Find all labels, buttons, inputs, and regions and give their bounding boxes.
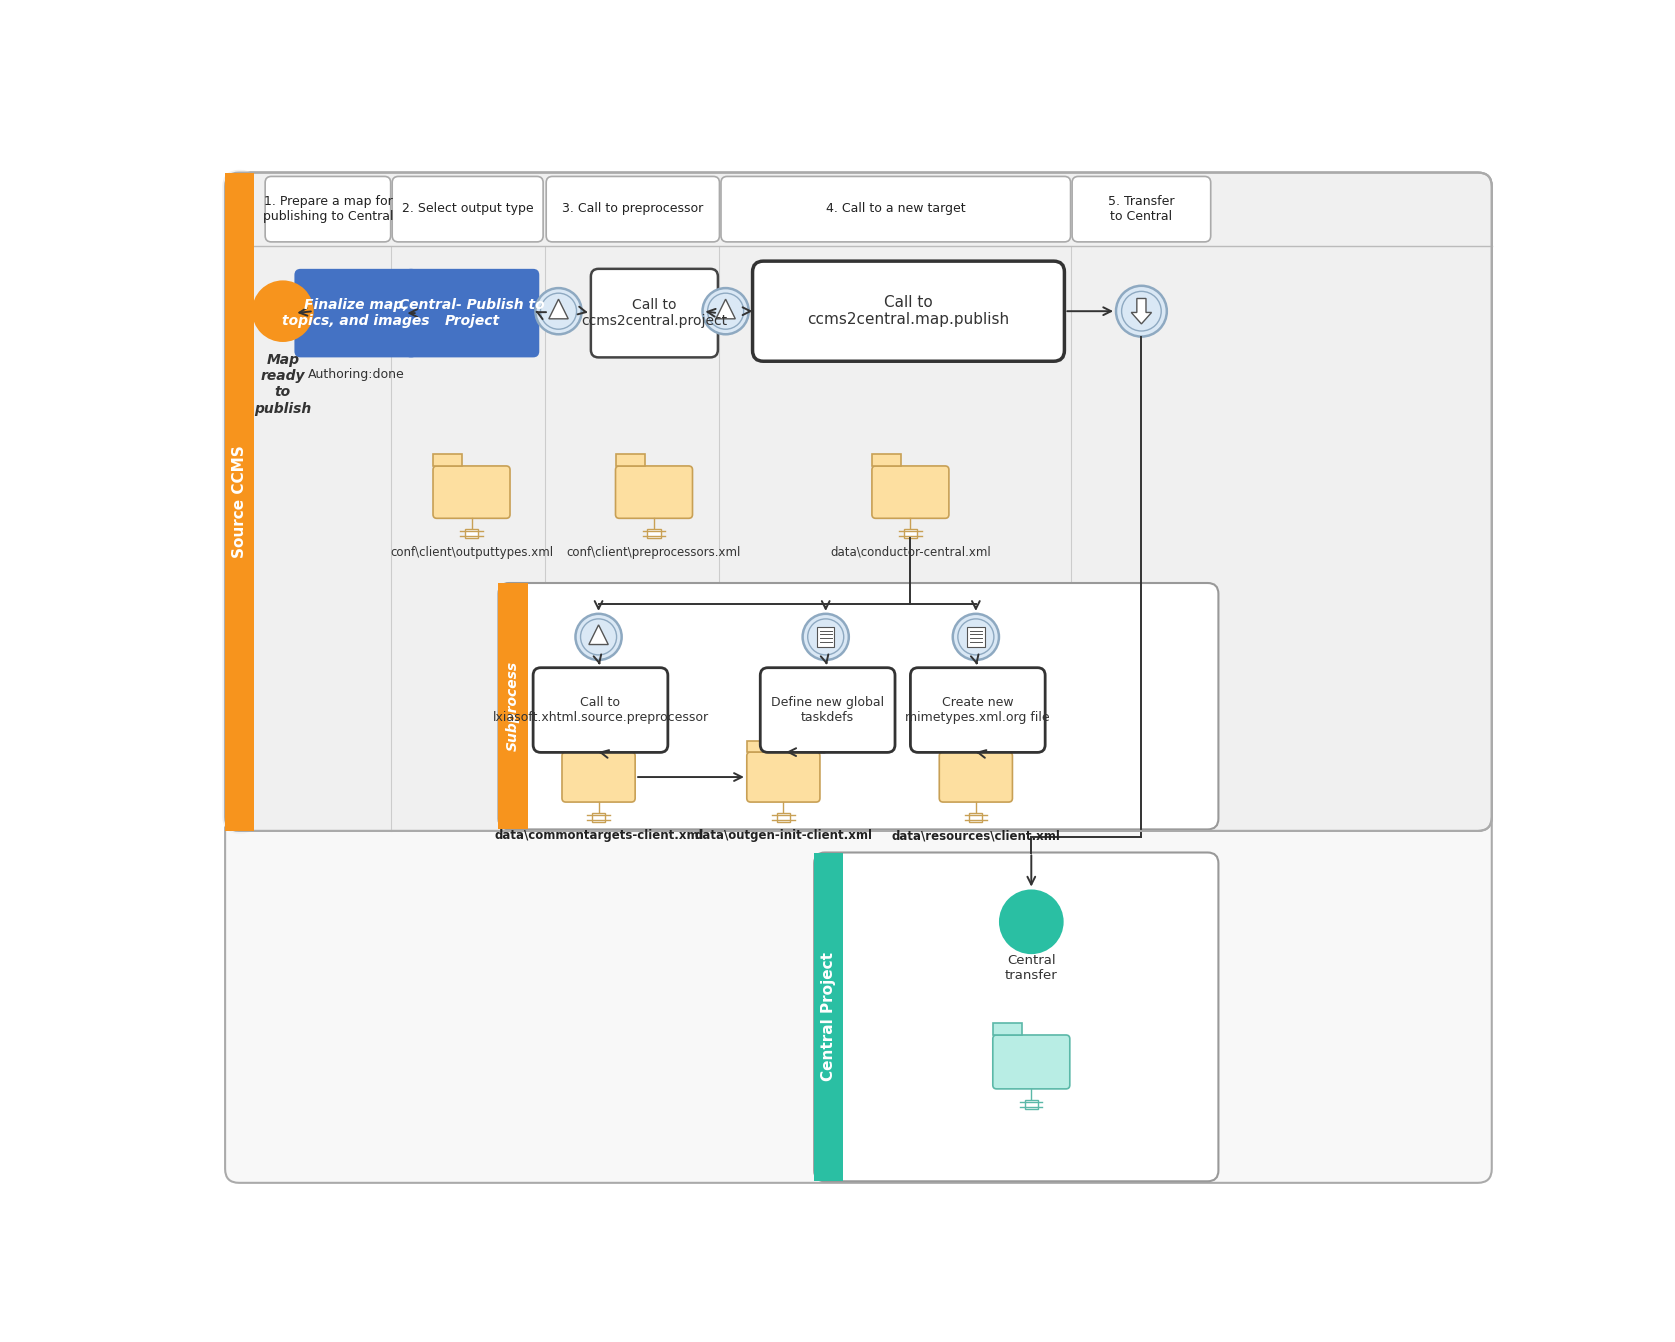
Text: Define new global
taskdefs: Define new global taskdefs (770, 696, 884, 725)
FancyBboxPatch shape (265, 176, 390, 242)
FancyBboxPatch shape (591, 268, 719, 357)
Bar (966, 627, 985, 647)
Text: Central Project: Central Project (821, 953, 836, 1082)
Bar (434, 455, 462, 466)
FancyBboxPatch shape (499, 582, 1218, 829)
FancyBboxPatch shape (615, 466, 692, 518)
FancyBboxPatch shape (405, 268, 539, 357)
Text: Map
ready
to
publish: Map ready to publish (255, 353, 312, 416)
Bar (591, 813, 605, 823)
FancyBboxPatch shape (434, 466, 509, 518)
Bar (466, 529, 477, 538)
FancyBboxPatch shape (224, 173, 1492, 831)
Text: Central
transfer: Central transfer (1005, 954, 1057, 982)
Bar (940, 741, 966, 752)
Circle shape (707, 293, 744, 329)
Bar (1025, 1099, 1038, 1108)
Bar (648, 529, 660, 538)
Text: Central- Publish to
Project: Central- Publish to Project (399, 298, 544, 329)
Text: 5. Transfer
to Central: 5. Transfer to Central (1109, 195, 1174, 223)
FancyBboxPatch shape (1072, 176, 1211, 242)
Circle shape (536, 289, 581, 334)
Circle shape (1116, 286, 1167, 337)
Bar (615, 455, 645, 466)
Text: Source CCMS: Source CCMS (233, 446, 248, 558)
FancyBboxPatch shape (760, 668, 894, 753)
Circle shape (581, 619, 616, 655)
Text: 1. Prepare a map for
publishing to Central: 1. Prepare a map for publishing to Centr… (263, 195, 394, 223)
Text: data\resources\client.xml: data\resources\client.xml (891, 829, 1060, 843)
FancyBboxPatch shape (563, 752, 635, 803)
FancyBboxPatch shape (747, 752, 821, 803)
Circle shape (251, 280, 313, 342)
Circle shape (953, 613, 998, 660)
FancyBboxPatch shape (392, 176, 543, 242)
Circle shape (702, 289, 749, 334)
Polygon shape (715, 299, 735, 319)
Bar (993, 1023, 1022, 1035)
Text: Call to
lxiasoft.xhtml.source.preprocessor: Call to lxiasoft.xhtml.source.preprocess… (492, 696, 709, 725)
FancyBboxPatch shape (993, 1035, 1070, 1088)
Bar (224, 173, 255, 831)
Bar (499, 582, 528, 829)
Text: data\commontargets-client.xml: data\commontargets-client.xml (494, 829, 704, 843)
Bar (873, 455, 901, 466)
Bar (970, 813, 983, 823)
Text: Call to
ccms2central.map.publish: Call to ccms2central.map.publish (807, 295, 1010, 327)
Polygon shape (590, 625, 608, 644)
Circle shape (802, 613, 849, 660)
FancyBboxPatch shape (720, 176, 1070, 242)
Circle shape (958, 619, 993, 655)
Text: Subprocess: Subprocess (506, 662, 521, 752)
Bar (817, 627, 834, 647)
Text: Authoring:done: Authoring:done (308, 368, 404, 381)
Text: 4. Call to a new target: 4. Call to a new target (826, 203, 965, 215)
FancyBboxPatch shape (940, 752, 1012, 803)
FancyBboxPatch shape (911, 668, 1045, 753)
Circle shape (807, 619, 844, 655)
FancyBboxPatch shape (533, 668, 668, 753)
FancyBboxPatch shape (814, 852, 1218, 1181)
Circle shape (998, 890, 1064, 954)
Text: Call to
ccms2central.project: Call to ccms2central.project (581, 298, 727, 329)
Polygon shape (1131, 298, 1152, 323)
Bar (814, 852, 844, 1181)
Bar (224, 173, 255, 831)
Text: 3. Call to preprocessor: 3. Call to preprocessor (563, 203, 704, 215)
FancyBboxPatch shape (224, 173, 1492, 1182)
Text: conf\client\outputtypes.xml: conf\client\outputtypes.xml (390, 546, 553, 558)
Bar (563, 741, 590, 752)
Circle shape (1122, 291, 1161, 331)
FancyBboxPatch shape (295, 268, 417, 357)
Circle shape (576, 613, 621, 660)
Text: data\conductor-central.xml: data\conductor-central.xml (831, 546, 992, 558)
Bar (747, 741, 774, 752)
Circle shape (541, 293, 576, 329)
Text: Source CCMS: Source CCMS (233, 446, 248, 558)
Bar (905, 529, 916, 538)
Text: Finalize map,
topics, and images: Finalize map, topics, and images (283, 298, 430, 329)
Polygon shape (549, 299, 568, 319)
Text: 2. Select output type: 2. Select output type (402, 203, 533, 215)
FancyBboxPatch shape (546, 176, 720, 242)
FancyBboxPatch shape (752, 262, 1064, 361)
Text: Create new
mimetypes.xml.org file: Create new mimetypes.xml.org file (906, 696, 1050, 725)
Bar (777, 813, 791, 823)
Text: data\outgen-init-client.xml: data\outgen-init-client.xml (695, 829, 873, 843)
FancyBboxPatch shape (873, 466, 950, 518)
Text: conf\client\preprocessors.xml: conf\client\preprocessors.xml (566, 546, 742, 558)
